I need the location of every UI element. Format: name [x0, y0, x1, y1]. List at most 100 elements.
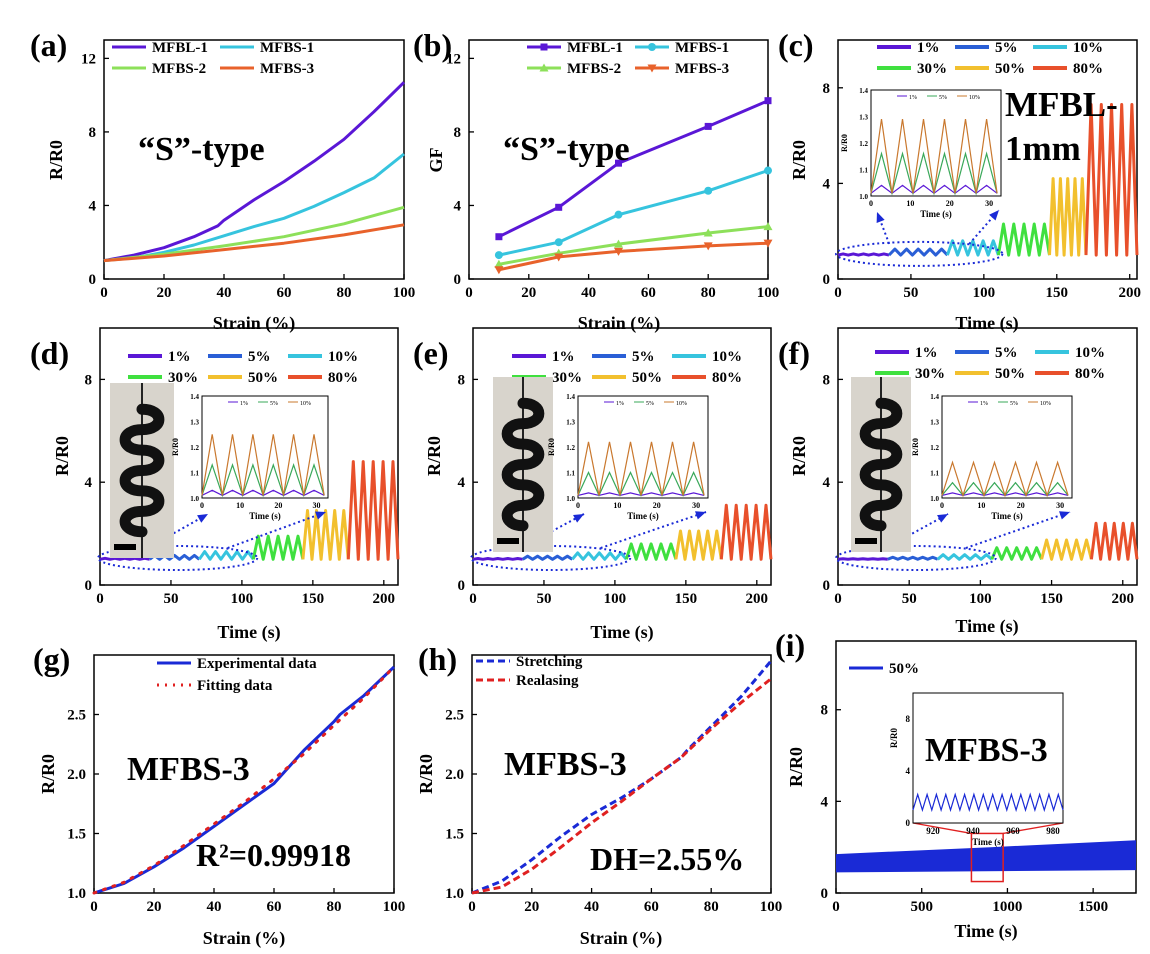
arrow-head: [197, 514, 208, 523]
plot-frame: [99, 327, 399, 586]
panel-label: (h): [418, 641, 457, 677]
inset-legend-label: 10%: [300, 401, 311, 407]
inset-y-tick-label: 1.4: [566, 393, 575, 401]
y-tick-label: 8: [454, 125, 462, 141]
x-tick-label: 200: [1118, 285, 1141, 301]
x-tick-label: 150: [675, 591, 698, 607]
y-tick-label: 1.5: [67, 827, 86, 843]
inset-x-tick-label: 30: [692, 501, 700, 510]
inset-y-tick-label: 1.0: [859, 193, 868, 201]
inset-y-tick-label: 1.0: [566, 495, 575, 503]
legend-label: 30%: [917, 61, 947, 77]
x-tick-label: 1500: [1078, 899, 1108, 915]
inset-x-tick-label: 20: [946, 199, 954, 208]
x-tick-label: 60: [267, 899, 282, 915]
y-tick-label: 0: [823, 272, 831, 288]
legend-marker: [540, 43, 548, 51]
legend-label: 30%: [168, 370, 198, 386]
arrow-head: [937, 514, 948, 523]
inset-y-axis-label: R/R0: [840, 134, 849, 152]
inset-y-axis-label: R/R0: [911, 438, 920, 456]
legend-label: 50%: [632, 370, 662, 386]
legend-label: 50%: [995, 61, 1025, 77]
legend-label: 50%: [248, 370, 278, 386]
inset-y-tick-label: 1.1: [859, 167, 868, 175]
inset-y-axis-label: R/R0: [547, 438, 556, 456]
x-tick-label: 40: [207, 899, 222, 915]
data-point: [614, 247, 623, 256]
inset-x-tick-label: 10: [906, 199, 914, 208]
x-tick-label: 50: [902, 591, 917, 607]
data-point: [763, 239, 773, 248]
x-tick-label: 100: [760, 899, 783, 915]
legend-label: Experimental data: [197, 656, 317, 672]
inset-y-tick-label: 1.1: [930, 470, 939, 478]
y-tick-label: 0: [458, 578, 466, 594]
y-tick-label: 4: [85, 475, 93, 491]
inset-y-tick-label: 4: [906, 766, 911, 776]
panel-label: (c): [778, 27, 814, 63]
inset-y-axis-label: R/R0: [171, 438, 180, 456]
inset-trace: [870, 119, 998, 194]
x-tick-label: 150: [1046, 285, 1069, 301]
y-tick-label: 1.5: [445, 827, 464, 843]
inset-x-axis-label: Time (s): [920, 209, 952, 219]
inset-y-tick-label: 1.2: [930, 444, 939, 452]
x-tick-label: 100: [604, 591, 627, 607]
x-tick-label: 20: [524, 899, 539, 915]
legend-label: 30%: [915, 366, 945, 382]
cycle-trace: [837, 252, 890, 257]
x-tick-label: 0: [834, 591, 842, 607]
inset-chart: 0 10 20 30 1.0 1.1 1.2 1.3 1.4 Time (s) R/R0 1% 5% 10…: [911, 393, 1073, 521]
series-line: [498, 99, 769, 239]
cycle-trace: [990, 546, 1043, 561]
inset-x-tick-label: 10: [236, 501, 244, 510]
legend-label: Fitting data: [197, 678, 273, 694]
inset-x-tick-label: 30: [313, 501, 321, 510]
inset-legend-label: 5%: [939, 95, 947, 101]
series-line: [471, 660, 773, 895]
sample-photo: [110, 383, 174, 558]
y-tick-label: 0: [454, 272, 462, 288]
panel-label: (f): [778, 335, 810, 371]
legend-label: 80%: [712, 370, 742, 386]
panel-b: 0 20 40 60 80 100 0 4 8 12 Strain (%) GF (b) MFBL-1 MF…: [413, 27, 779, 334]
inset-y-tick-label: 1.3: [859, 114, 868, 122]
cycle-trace: [719, 503, 773, 561]
x-tick-label: 200: [1112, 591, 1135, 607]
y-tick-label: 4: [89, 198, 97, 214]
inset-y-tick-label: 1.1: [566, 470, 575, 478]
plot-frame: [103, 39, 405, 280]
panel-a: 0 20 40 60 80 100 0 4 8 12 Strain (%) R/R0 (a) MFBL-1…: [30, 27, 415, 334]
legend-label: 1%: [168, 349, 191, 365]
pointer-arrow: [965, 511, 1071, 549]
annotation: MFBS-3: [504, 746, 627, 783]
plot-frame: [835, 640, 1137, 894]
inset-y-tick-label: 1.4: [190, 393, 199, 401]
x-tick-label: 0: [832, 899, 840, 915]
inset-y-tick-label: 1.2: [190, 444, 199, 452]
legend-label: 50%: [889, 661, 919, 677]
x-tick-label: 100: [757, 285, 780, 301]
x-axis-label: Strain (%): [580, 928, 663, 949]
x-tick-label: 1000: [992, 899, 1022, 915]
cycle-trace: [346, 460, 400, 561]
x-tick-label: 0: [96, 591, 104, 607]
inset-x-tick-label: 30: [1056, 501, 1064, 510]
x-axis-label: Strain (%): [213, 313, 296, 334]
y-axis-label: R/R0: [789, 140, 809, 180]
x-tick-label: 100: [231, 591, 254, 607]
x-tick-label: 40: [581, 285, 596, 301]
data-point: [555, 203, 563, 211]
y-tick-label: 8: [458, 372, 466, 388]
x-tick-label: 200: [373, 591, 396, 607]
legend-label: 1%: [552, 349, 575, 365]
cycle-trace: [571, 551, 628, 561]
x-tick-label: 100: [393, 285, 416, 301]
plot-frame: [468, 39, 769, 280]
annotation: R²=0.99918: [196, 837, 351, 873]
y-tick-label: 0: [823, 578, 831, 594]
cycle-trace: [945, 239, 1000, 257]
